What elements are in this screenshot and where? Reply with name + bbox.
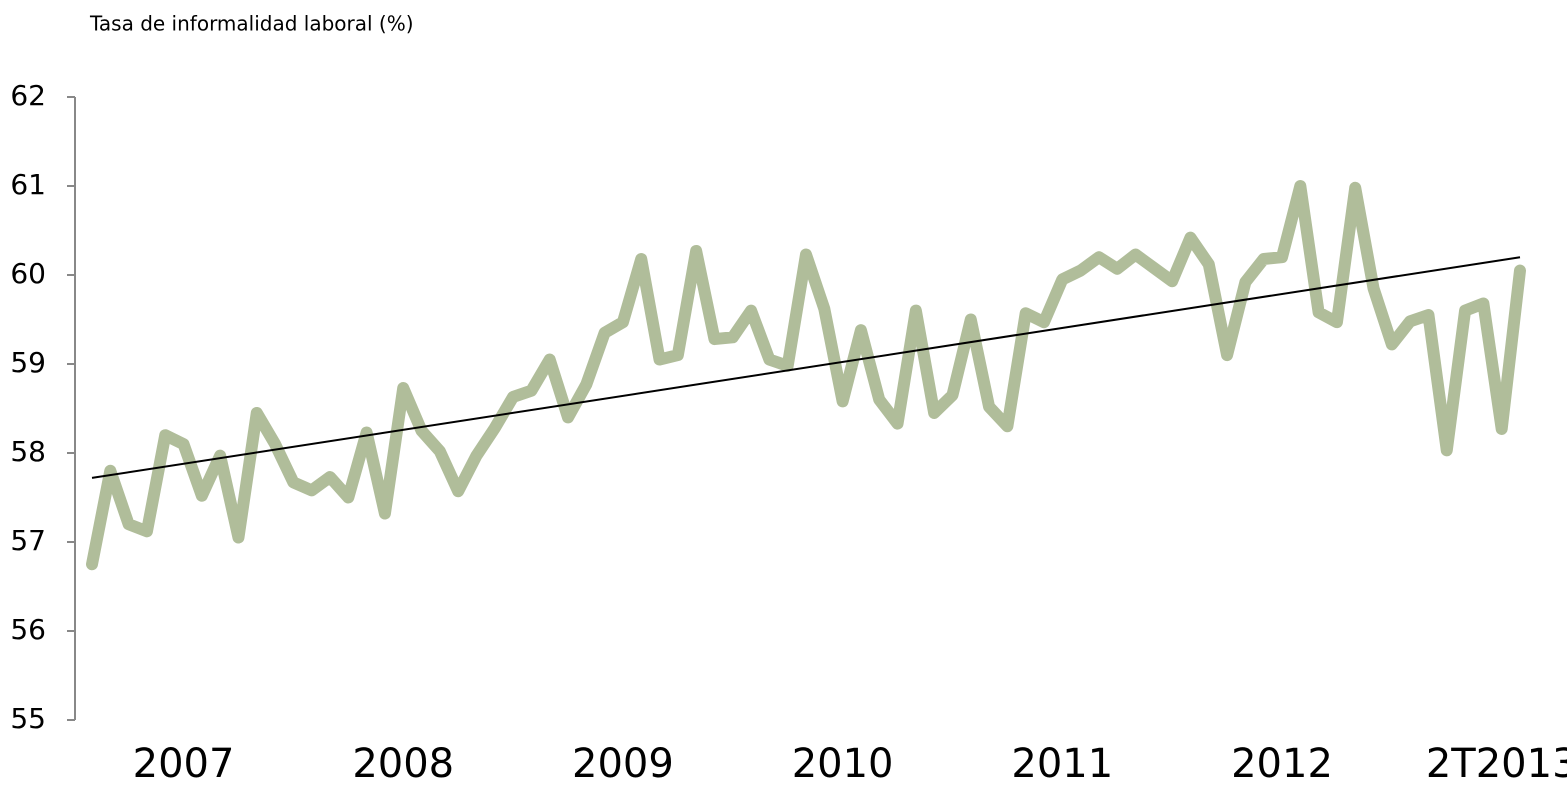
x-tick-label: 2010 [792, 741, 894, 787]
x-tick-label: 2009 [572, 741, 674, 787]
x-tick-label: 2008 [352, 741, 454, 787]
chart-title: Tasa de informalidad laboral (%) [89, 12, 414, 36]
series-line [86, 180, 1526, 571]
trend-line [91, 256, 1521, 479]
y-tick-label: 57 [10, 524, 46, 557]
y-tick-label: 58 [10, 435, 46, 468]
y-tick-label: 55 [10, 702, 46, 735]
x-tick-label: 2T2013 [1426, 741, 1567, 787]
y-tick-label: 56 [10, 613, 46, 646]
x-tick-label: 2011 [1011, 741, 1113, 787]
y-tick-label: 62 [10, 79, 46, 112]
y-tick-label: 61 [10, 168, 46, 201]
y-tick-label: 60 [10, 257, 46, 290]
y-tick-label: 59 [10, 346, 46, 379]
x-tick-label: 2007 [133, 741, 235, 787]
x-tick-label: 2012 [1231, 741, 1333, 787]
